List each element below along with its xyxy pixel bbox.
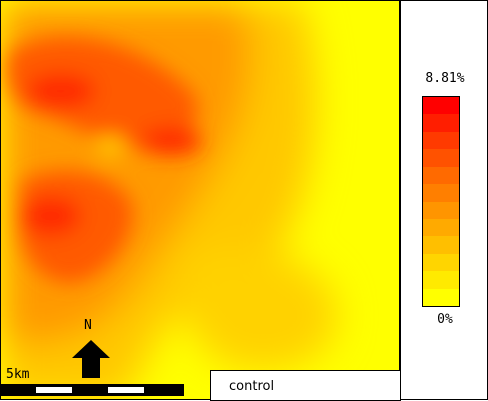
legend-max-label: 8.81%	[425, 71, 465, 86]
legend-swatch	[423, 253, 459, 272]
legend-swatch	[423, 97, 459, 115]
legend-swatch	[423, 149, 459, 167]
scale-label: 5km	[6, 367, 30, 382]
north-arrow-icon	[72, 340, 110, 378]
legend-swatch	[423, 271, 459, 289]
legend-swatch	[423, 114, 459, 132]
legend-swatch	[423, 201, 459, 219]
north-label: N	[84, 318, 92, 333]
legend-swatch	[423, 131, 459, 150]
legend-swatch	[423, 218, 459, 237]
heat-map[interactable]	[0, 0, 400, 400]
scenario-box: control	[210, 370, 401, 401]
scenario-label: control	[229, 379, 275, 394]
legend-swatch	[423, 166, 459, 185]
legend-color-bar	[422, 96, 460, 307]
legend-swatch	[423, 184, 459, 202]
legend-min-label: 0%	[437, 312, 453, 327]
legend-swatch	[423, 288, 459, 307]
legend-swatch	[423, 236, 459, 254]
heat-map-canvas	[1, 1, 399, 399]
scale-bar	[0, 384, 184, 396]
